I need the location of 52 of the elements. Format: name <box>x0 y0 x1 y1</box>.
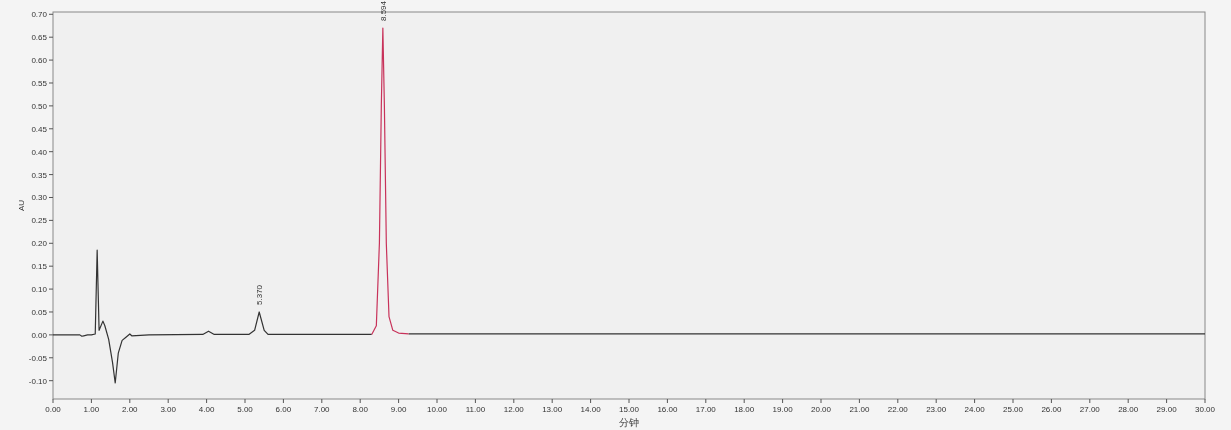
x-tick-label: 4.00 <box>198 405 215 414</box>
y-tick-label: 0.25 <box>31 216 48 226</box>
y-tick-label: 0.40 <box>31 147 48 157</box>
x-tick-label: 23.00 <box>926 405 947 414</box>
y-tick-label: -0.10 <box>28 376 48 386</box>
x-tick-label: 11.00 <box>465 405 486 414</box>
x-tick-label: 12.00 <box>503 405 525 414</box>
y-tick-label: 0.65 <box>31 33 48 43</box>
x-axis-title: 分钟 <box>619 417 639 428</box>
x-tick-label: 5.00 <box>237 405 254 414</box>
x-tick-label: 10.00 <box>426 405 448 414</box>
x-tick-label: 27.00 <box>1079 405 1101 414</box>
x-tick-label: 0.00 <box>45 405 62 414</box>
x-tick-label: 8.00 <box>352 405 369 414</box>
y-tick-label: 0.10 <box>31 285 48 295</box>
x-tick-label: 18.00 <box>734 405 755 414</box>
y-tick-label: -0.05 <box>28 353 48 363</box>
x-tick-label: 30.00 <box>1194 405 1216 414</box>
y-tick-label: 0.70 <box>31 10 48 20</box>
x-tick-label: 24.00 <box>964 405 986 414</box>
y-tick-label: 0.05 <box>31 307 48 317</box>
y-tick-label: 0.35 <box>31 170 48 180</box>
x-tick-label: 1.00 <box>83 405 100 414</box>
y-tick-label: 0.60 <box>31 56 48 66</box>
annotation: 8.594 <box>378 0 388 22</box>
x-tick-label: 26.00 <box>1041 405 1062 414</box>
x-tick-label: 29.00 <box>1156 405 1178 414</box>
x-tick-label: 16.00 <box>657 405 678 414</box>
x-tick-label: 6.00 <box>275 405 292 414</box>
x-tick-label: 19.00 <box>772 405 794 414</box>
y-tick-label: 0.30 <box>31 193 48 203</box>
y-tick-label: 0.15 <box>31 262 48 272</box>
x-tick-label: 3.00 <box>160 405 177 414</box>
x-tick-label: 28.00 <box>1118 405 1139 414</box>
y-axis-title: AU <box>17 199 26 212</box>
x-tick-label: 9.00 <box>390 405 407 414</box>
x-tick-label: 13.00 <box>542 405 563 414</box>
y-tick-label: 0.20 <box>31 239 48 249</box>
x-tick-label: 14.00 <box>580 405 602 414</box>
y-tick-label: 0.50 <box>31 101 48 111</box>
x-tick-label: 25.00 <box>1002 405 1024 414</box>
y-tick-label: 0.55 <box>31 78 48 88</box>
y-tick-label: 0.45 <box>31 124 48 134</box>
annotation: 5.370 <box>255 284 265 305</box>
x-tick-label: 2.00 <box>122 405 139 414</box>
x-tick-label: 7.00 <box>314 405 331 414</box>
x-tick-label: 21.00 <box>849 405 870 414</box>
x-tick-label: 15.00 <box>618 405 640 414</box>
x-tick-label: 20.00 <box>810 405 832 414</box>
y-tick-label: 0.00 <box>31 330 48 340</box>
x-tick-label: 22.00 <box>887 405 909 414</box>
x-tick-label: 17.00 <box>695 405 717 414</box>
